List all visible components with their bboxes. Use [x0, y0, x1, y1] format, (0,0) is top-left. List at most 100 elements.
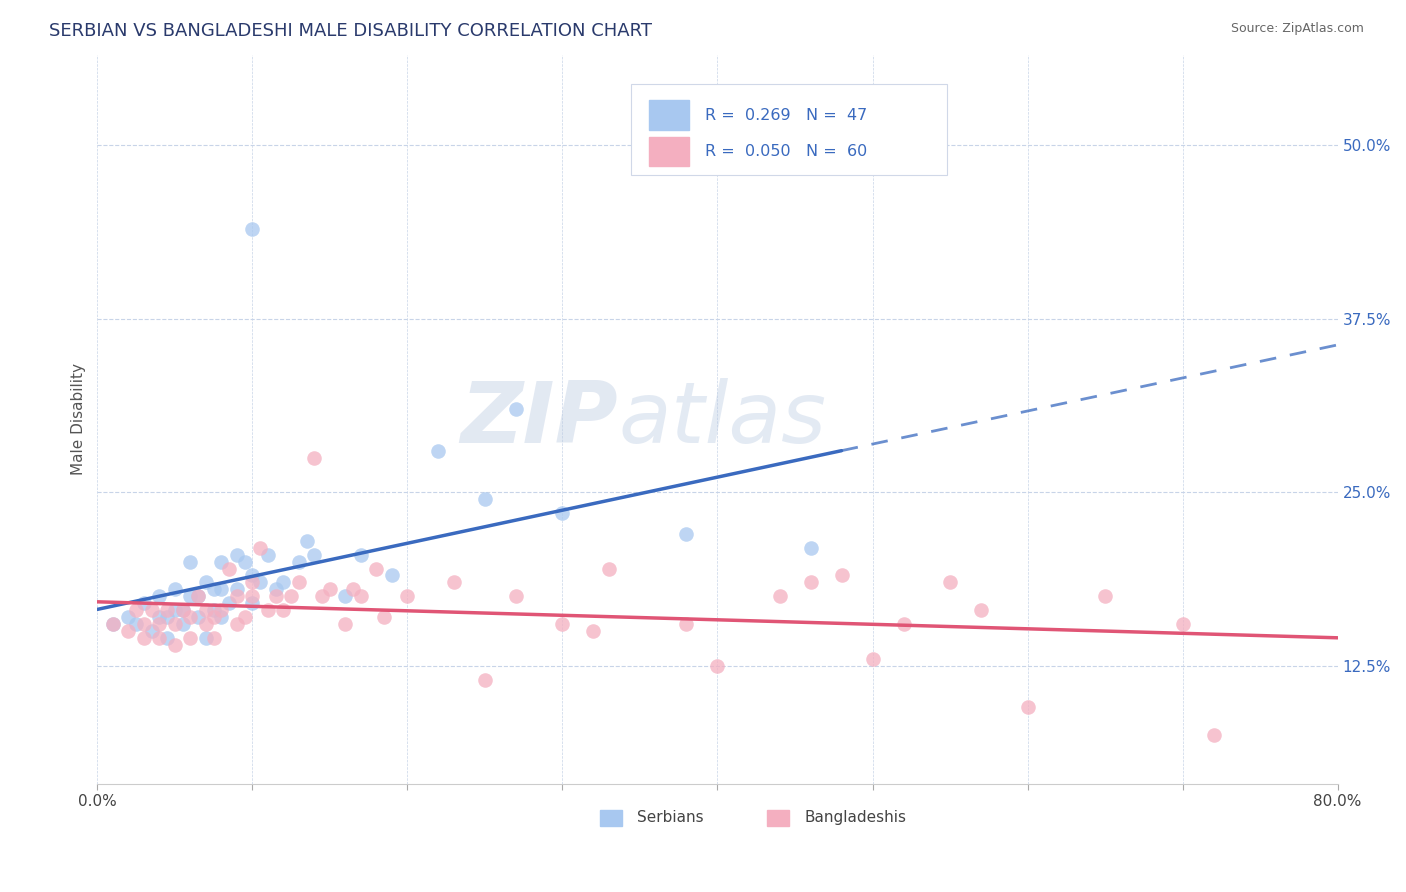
Point [311, 590, 333, 604]
Point [551, 617, 574, 632]
Point [335, 617, 357, 632]
Point [225, 590, 247, 604]
Text: Serbians: Serbians [637, 811, 703, 825]
Point [132, 617, 155, 632]
Point [350, 548, 373, 562]
Point [209, 610, 232, 624]
Point [288, 555, 311, 569]
Point [202, 631, 225, 645]
Point [768, 590, 790, 604]
Point [273, 603, 295, 617]
Point [304, 450, 326, 465]
Point [893, 617, 915, 632]
Bar [650, 101, 689, 129]
Point [172, 603, 194, 617]
Point [862, 652, 884, 666]
Point [101, 617, 124, 632]
Point [163, 582, 186, 597]
Point [242, 596, 264, 610]
Point [125, 603, 148, 617]
Point [474, 492, 496, 507]
Point [132, 596, 155, 610]
Point [1017, 700, 1039, 714]
Bar [768, 810, 789, 826]
Point [242, 221, 264, 235]
Text: R =  0.269   N =  47: R = 0.269 N = 47 [704, 108, 868, 122]
Point [179, 590, 201, 604]
Point [233, 610, 256, 624]
Text: atlas: atlas [619, 378, 827, 461]
Point [148, 610, 170, 624]
Point [209, 603, 232, 617]
Point [474, 673, 496, 687]
Point [366, 561, 388, 575]
Point [132, 631, 155, 645]
Point [304, 548, 326, 562]
Point [187, 590, 209, 604]
Point [218, 561, 240, 575]
Text: ZIP: ZIP [461, 378, 619, 461]
Point [831, 568, 853, 582]
Point [799, 575, 821, 590]
Point [582, 624, 605, 638]
Point [187, 590, 209, 604]
Point [172, 617, 194, 632]
Point [179, 610, 201, 624]
Point [156, 610, 179, 624]
Point [117, 610, 139, 624]
Point [295, 533, 318, 548]
Point [209, 555, 232, 569]
Point [156, 631, 179, 645]
Point [1202, 728, 1225, 742]
Point [257, 548, 280, 562]
Point [156, 603, 179, 617]
Text: SERBIAN VS BANGLADESHI MALE DISABILITY CORRELATION CHART: SERBIAN VS BANGLADESHI MALE DISABILITY C… [49, 22, 652, 40]
Bar [650, 137, 689, 167]
Point [163, 638, 186, 652]
Point [141, 624, 163, 638]
Point [194, 575, 217, 590]
Point [288, 575, 311, 590]
Point [381, 568, 404, 582]
Point [1094, 590, 1116, 604]
Point [257, 603, 280, 617]
Point [335, 590, 357, 604]
Point [225, 582, 247, 597]
Point [443, 575, 465, 590]
Point [233, 555, 256, 569]
Point [319, 582, 342, 597]
Y-axis label: Male Disability: Male Disability [72, 363, 86, 475]
Point [225, 548, 247, 562]
Point [249, 541, 271, 555]
Point [179, 631, 201, 645]
Point [280, 590, 302, 604]
Point [598, 561, 620, 575]
Point [225, 617, 247, 632]
Point [396, 590, 419, 604]
Point [675, 617, 697, 632]
Point [242, 575, 264, 590]
Point [273, 575, 295, 590]
Point [427, 443, 450, 458]
Point [209, 582, 232, 597]
Point [187, 610, 209, 624]
Point [148, 631, 170, 645]
Point [675, 527, 697, 541]
Point [939, 575, 962, 590]
Point [350, 590, 373, 604]
Point [264, 590, 287, 604]
Point [249, 575, 271, 590]
Point [163, 617, 186, 632]
Point [179, 555, 201, 569]
Point [163, 603, 186, 617]
FancyBboxPatch shape [631, 84, 948, 176]
Point [125, 617, 148, 632]
Point [799, 541, 821, 555]
Point [141, 603, 163, 617]
Point [117, 624, 139, 638]
Point [242, 590, 264, 604]
Point [373, 610, 395, 624]
Point [706, 658, 728, 673]
Point [148, 617, 170, 632]
Point [264, 582, 287, 597]
